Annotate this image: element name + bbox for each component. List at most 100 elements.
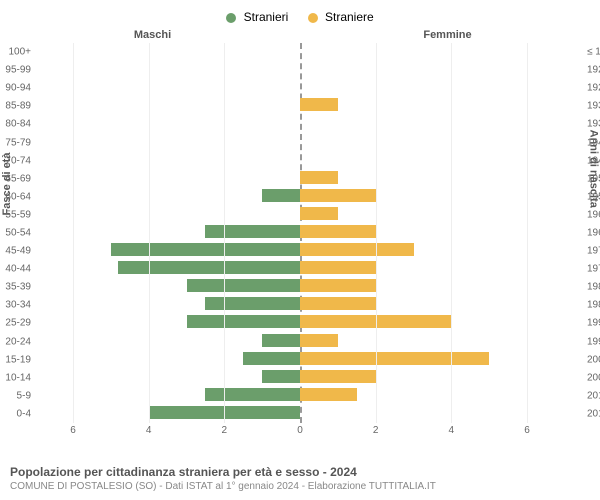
chart-row <box>73 61 527 79</box>
legend-female: Straniere <box>308 10 374 24</box>
chart-subtitle: COMUNE DI POSTALESIO (SO) - Dati ISTAT a… <box>10 481 590 492</box>
chart-footer: Popolazione per cittadinanza straniera p… <box>10 465 590 492</box>
chart-row <box>73 43 527 61</box>
y-label-birth: 1989-1993 <box>587 300 600 311</box>
bar-female <box>300 370 376 383</box>
x-tick: 6 <box>70 425 76 436</box>
chart-row <box>73 314 527 332</box>
bar-female <box>300 388 357 401</box>
y-label-age: 40-44 <box>5 264 31 275</box>
y-label-age: 0-4 <box>17 408 31 419</box>
legend-female-label: Straniere <box>325 10 374 24</box>
y-label-birth: 1944-1948 <box>587 137 600 148</box>
y-label-birth: 2009-2013 <box>587 372 600 383</box>
gridline <box>451 43 452 423</box>
y-label-birth: 2004-2008 <box>587 354 600 365</box>
bar-female <box>300 297 376 310</box>
bar-male <box>205 225 300 238</box>
bar-male <box>118 261 300 274</box>
y-label-birth: 2014-2018 <box>587 390 600 401</box>
x-tick: 2 <box>222 425 228 436</box>
chart-row <box>73 206 527 224</box>
column-headers: Maschi Femmine <box>5 29 595 41</box>
gridline <box>376 43 377 423</box>
y-label-birth: 1954-1958 <box>587 173 600 184</box>
chart-row <box>73 333 527 351</box>
y-label-birth: 1969-1973 <box>587 228 600 239</box>
bar-male <box>243 352 300 365</box>
x-tick: 6 <box>524 425 530 436</box>
chart-row <box>73 369 527 387</box>
y-label-birth: ≤ 1923 <box>587 47 600 58</box>
y-label-birth: 1924-1928 <box>587 65 600 76</box>
y-label-age: 5-9 <box>17 390 31 401</box>
header-male: Maschi <box>5 29 300 41</box>
gridline <box>224 43 225 423</box>
legend-male: Stranieri <box>226 10 288 24</box>
bar-male <box>187 315 301 328</box>
chart-row <box>73 224 527 242</box>
y-label-age: 25-29 <box>5 318 31 329</box>
bar-female <box>300 98 338 111</box>
chart-row <box>73 79 527 97</box>
chart-row <box>73 152 527 170</box>
y-label-age: 90-94 <box>5 83 31 94</box>
y-label-birth: 2019-2023 <box>587 408 600 419</box>
bar-female <box>300 171 338 184</box>
x-tick: 0 <box>297 425 303 436</box>
y-label-birth: 1939-1943 <box>587 119 600 130</box>
chart-row <box>73 260 527 278</box>
bar-male <box>262 189 300 202</box>
bar-female <box>300 189 376 202</box>
chart-row <box>73 351 527 369</box>
y-label-birth: 1994-1998 <box>587 318 600 329</box>
y-label-birth: 1934-1938 <box>587 101 600 112</box>
legend-male-swatch <box>226 13 236 23</box>
y-label-age: 60-64 <box>5 191 31 202</box>
x-tick: 4 <box>146 425 152 436</box>
chart-row <box>73 133 527 151</box>
gridline <box>73 43 74 423</box>
y-label-birth: 1949-1953 <box>587 155 600 166</box>
y-label-age: 80-84 <box>5 119 31 130</box>
y-label-birth: 1984-1988 <box>587 282 600 293</box>
bar-female <box>300 279 376 292</box>
bar-male <box>187 279 301 292</box>
y-label-age: 75-79 <box>5 137 31 148</box>
bar-male <box>205 297 300 310</box>
chart-row <box>73 387 527 405</box>
bar-female <box>300 334 338 347</box>
y-label-age: 45-49 <box>5 246 31 257</box>
chart-area: Fasce di età Anni di nascita 100+95-9990… <box>5 43 595 438</box>
y-label-birth: 1999-2003 <box>587 336 600 347</box>
pyramid-chart: Stranieri Straniere Maschi Femmine Fasce… <box>0 0 600 500</box>
gridline <box>527 43 528 423</box>
bar-male <box>111 243 300 256</box>
x-tick: 4 <box>449 425 455 436</box>
bar-male <box>262 370 300 383</box>
x-axis: 0224466 <box>73 425 527 440</box>
header-female: Femmine <box>300 29 595 41</box>
plot-area <box>73 43 527 423</box>
chart-row <box>73 188 527 206</box>
chart-row <box>73 97 527 115</box>
gridline <box>149 43 150 423</box>
chart-row <box>73 278 527 296</box>
legend-male-label: Stranieri <box>244 10 289 24</box>
bar-female <box>300 225 376 238</box>
y-label-age: 65-69 <box>5 173 31 184</box>
y-label-birth: 1974-1978 <box>587 246 600 257</box>
bar-female <box>300 352 489 365</box>
bar-female <box>300 243 414 256</box>
y-label-age: 55-59 <box>5 209 31 220</box>
y-label-age: 15-19 <box>5 354 31 365</box>
y-label-age: 100+ <box>8 47 31 58</box>
y-label-birth: 1979-1983 <box>587 264 600 275</box>
chart-row <box>73 115 527 133</box>
y-label-age: 10-14 <box>5 372 31 383</box>
y-label-birth: 1964-1968 <box>587 209 600 220</box>
legend-female-swatch <box>308 13 318 23</box>
chart-row <box>73 296 527 314</box>
bar-female <box>300 261 376 274</box>
chart-title: Popolazione per cittadinanza straniera p… <box>10 465 590 479</box>
